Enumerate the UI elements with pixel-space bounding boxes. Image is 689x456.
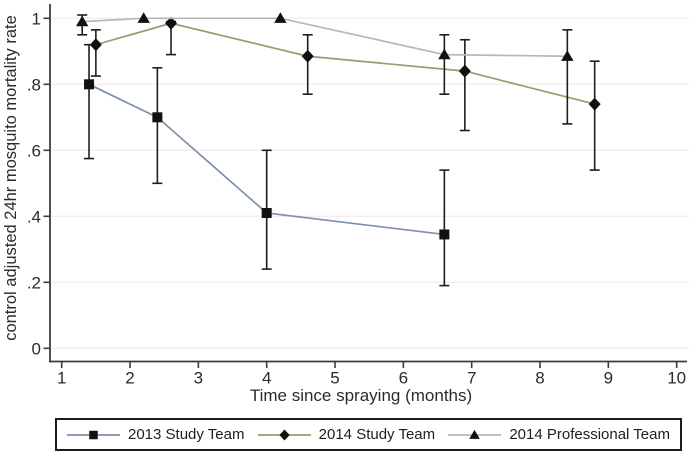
x-tick-label: 3 <box>194 369 203 388</box>
series-2014-professional-team <box>75 12 574 125</box>
x-tick-label: 1 <box>57 369 66 388</box>
y-axis-title: control adjusted 24hr mosquito mortality… <box>2 15 20 341</box>
marker-triangle <box>137 12 150 23</box>
y-tick-label: .6 <box>27 141 41 160</box>
error-bar <box>152 67 163 185</box>
marker-square <box>439 229 450 240</box>
series-2013-study-team <box>84 43 450 287</box>
legend-key-diamond-icon <box>257 428 311 441</box>
x-tick-label: 5 <box>330 369 339 388</box>
marker-diamond <box>588 97 601 111</box>
marker-diamond <box>165 16 178 30</box>
x-tick-label: 4 <box>262 369 271 388</box>
legend-key-square-icon <box>67 430 120 439</box>
x-tick-label: 9 <box>604 369 613 388</box>
legend-label: 2014 Study Team <box>318 426 436 443</box>
series-line <box>88 83 445 236</box>
legend: 2013 Study Team 2014 Study Team 2014 Profe… <box>55 418 682 451</box>
marker-square <box>89 430 98 439</box>
marker-triangle <box>561 50 574 61</box>
legend-item: 2014 Study Team <box>257 426 436 443</box>
marker-square <box>84 79 95 90</box>
marker-diamond <box>301 49 314 63</box>
error-bar <box>589 60 600 171</box>
marker-triangle <box>274 12 287 23</box>
series-line <box>82 17 568 58</box>
x-tick-label: 7 <box>467 369 476 388</box>
marker-square <box>152 112 163 123</box>
marker-triangle <box>75 15 89 27</box>
error-bar <box>302 33 313 95</box>
y-tick-label: .4 <box>27 207 41 226</box>
error-bar <box>439 33 450 95</box>
x-tick-label: 6 <box>399 369 408 388</box>
error-bar <box>84 43 95 160</box>
marker-diamond <box>279 428 290 441</box>
error-bar <box>562 29 573 125</box>
x-tick-label: 2 <box>125 369 134 388</box>
y-tick-label: .8 <box>27 75 41 94</box>
error-bar <box>439 169 450 287</box>
marker-square <box>261 208 272 218</box>
x-tick-label: 10 <box>667 369 686 388</box>
marker-triangle <box>469 429 481 439</box>
x-tick-label: 8 <box>535 369 544 388</box>
error-bar <box>90 29 101 77</box>
x-axis-title: Time since spraying (months) <box>249 386 473 405</box>
marker-diamond <box>89 38 102 52</box>
legend-item: 2013 Study Team <box>67 426 244 443</box>
series-2014-study-team <box>89 16 601 171</box>
y-tick-label: .2 <box>27 273 41 292</box>
marker-triangle <box>438 48 451 60</box>
marker-diamond <box>458 64 471 78</box>
legend-label: 2014 Professional Team <box>509 426 670 443</box>
legend-item: 2014 Professional Team <box>448 426 670 443</box>
y-tick-label: 0 <box>32 339 41 358</box>
error-bar <box>459 38 470 132</box>
y-tick-label: 1 <box>32 9 41 28</box>
legend-key-triangle-icon <box>448 429 502 439</box>
legend-label: 2013 Study Team <box>128 426 245 443</box>
